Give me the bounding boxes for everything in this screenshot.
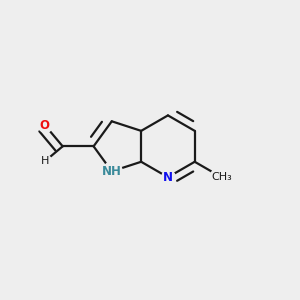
Text: H: H (41, 156, 49, 166)
Text: NH: NH (102, 165, 122, 178)
Text: O: O (40, 118, 50, 131)
Text: N: N (163, 171, 173, 184)
Text: CH₃: CH₃ (211, 172, 232, 182)
